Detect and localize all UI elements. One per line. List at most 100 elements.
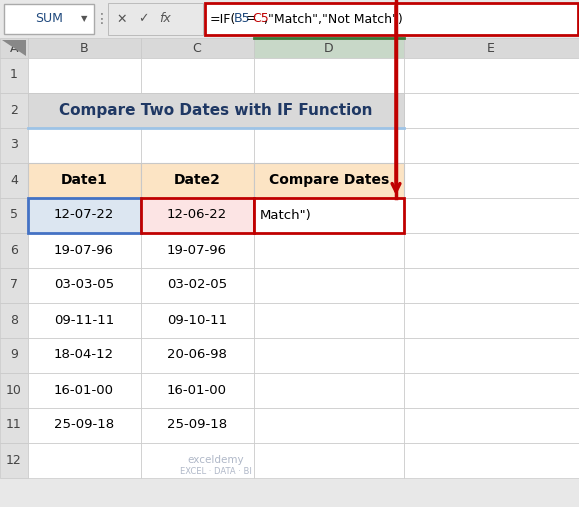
- Bar: [404, 443, 579, 478]
- Bar: [404, 38, 579, 58]
- Text: SUM: SUM: [35, 13, 63, 25]
- Text: D: D: [324, 42, 334, 54]
- Bar: [28, 58, 141, 93]
- Bar: [254, 58, 404, 93]
- Bar: [141, 198, 254, 233]
- Bar: [0, 373, 28, 408]
- Text: 25-09-18: 25-09-18: [54, 418, 114, 431]
- Bar: [0, 443, 28, 478]
- Bar: [141, 373, 254, 408]
- Text: B5: B5: [234, 13, 251, 25]
- Text: 2: 2: [10, 103, 18, 117]
- Bar: [141, 58, 254, 93]
- Bar: [28, 233, 141, 268]
- Bar: [28, 268, 141, 303]
- Bar: [254, 198, 404, 233]
- Text: Date2: Date2: [174, 173, 221, 187]
- Bar: [404, 233, 579, 268]
- Bar: [404, 408, 579, 443]
- Bar: [28, 373, 141, 408]
- Bar: [28, 38, 141, 58]
- Bar: [28, 408, 141, 443]
- Bar: [0, 198, 28, 233]
- Text: exceldemy: exceldemy: [188, 455, 244, 465]
- Bar: [404, 93, 579, 128]
- Bar: [141, 128, 254, 163]
- Bar: [254, 93, 404, 128]
- Bar: [0, 233, 28, 268]
- Bar: [28, 198, 141, 233]
- Bar: [404, 58, 579, 93]
- Text: 7: 7: [10, 278, 18, 292]
- Text: 16-01-00: 16-01-00: [167, 383, 227, 396]
- Bar: [141, 198, 254, 233]
- Bar: [108, 3, 203, 35]
- Bar: [0, 163, 28, 198]
- Text: 5: 5: [10, 208, 18, 222]
- Bar: [141, 163, 254, 198]
- Bar: [0, 93, 28, 128]
- Bar: [254, 338, 404, 373]
- Bar: [141, 38, 254, 58]
- Text: 03-03-05: 03-03-05: [54, 278, 114, 292]
- Bar: [404, 163, 579, 198]
- Bar: [28, 163, 141, 198]
- Text: 10: 10: [6, 383, 22, 396]
- Bar: [254, 303, 404, 338]
- Text: 18-04-12: 18-04-12: [54, 348, 114, 361]
- Bar: [141, 443, 254, 478]
- Bar: [404, 128, 579, 163]
- Text: C: C: [193, 42, 201, 54]
- Text: 16-01-00: 16-01-00: [54, 383, 114, 396]
- Bar: [254, 163, 404, 198]
- Bar: [0, 303, 28, 338]
- Bar: [254, 443, 404, 478]
- Bar: [141, 233, 254, 268]
- Text: 12-07-22: 12-07-22: [54, 208, 114, 222]
- Text: ▼: ▼: [80, 15, 87, 23]
- Text: 6: 6: [10, 243, 18, 257]
- Bar: [28, 163, 141, 198]
- Text: =: =: [246, 13, 256, 25]
- Text: 4: 4: [10, 173, 18, 187]
- Bar: [141, 408, 254, 443]
- Text: Date1: Date1: [61, 173, 108, 187]
- Bar: [0, 268, 28, 303]
- Bar: [404, 338, 579, 373]
- Text: fx: fx: [159, 13, 171, 25]
- Bar: [254, 408, 404, 443]
- Bar: [404, 198, 579, 233]
- Bar: [141, 303, 254, 338]
- Text: Match"): Match"): [260, 208, 312, 222]
- Text: A: A: [10, 42, 19, 54]
- Text: ✕: ✕: [117, 13, 127, 25]
- Polygon shape: [2, 40, 26, 56]
- Text: C5: C5: [252, 13, 269, 25]
- Bar: [0, 338, 28, 373]
- Text: 19-07-96: 19-07-96: [54, 243, 114, 257]
- Text: 09-10-11: 09-10-11: [167, 313, 227, 327]
- Bar: [254, 163, 404, 198]
- Bar: [0, 128, 28, 163]
- Text: 25-09-18: 25-09-18: [167, 418, 227, 431]
- Text: =IF(: =IF(: [210, 13, 236, 25]
- Bar: [28, 93, 404, 128]
- Bar: [28, 443, 141, 478]
- Text: 12-06-22: 12-06-22: [167, 208, 227, 222]
- Text: ,"Match","Not Match"): ,"Match","Not Match"): [264, 13, 403, 25]
- Bar: [28, 303, 141, 338]
- Bar: [0, 58, 28, 93]
- Text: B: B: [80, 42, 89, 54]
- Bar: [0, 38, 28, 58]
- Text: 03-02-05: 03-02-05: [167, 278, 227, 292]
- Text: Compare Two Dates with IF Function: Compare Two Dates with IF Function: [59, 102, 373, 118]
- Bar: [254, 38, 404, 58]
- Bar: [404, 268, 579, 303]
- Bar: [0, 408, 28, 443]
- Text: ✓: ✓: [138, 13, 148, 25]
- Bar: [28, 93, 141, 128]
- Bar: [404, 373, 579, 408]
- Bar: [28, 198, 141, 233]
- Bar: [254, 373, 404, 408]
- Text: 12: 12: [6, 453, 22, 466]
